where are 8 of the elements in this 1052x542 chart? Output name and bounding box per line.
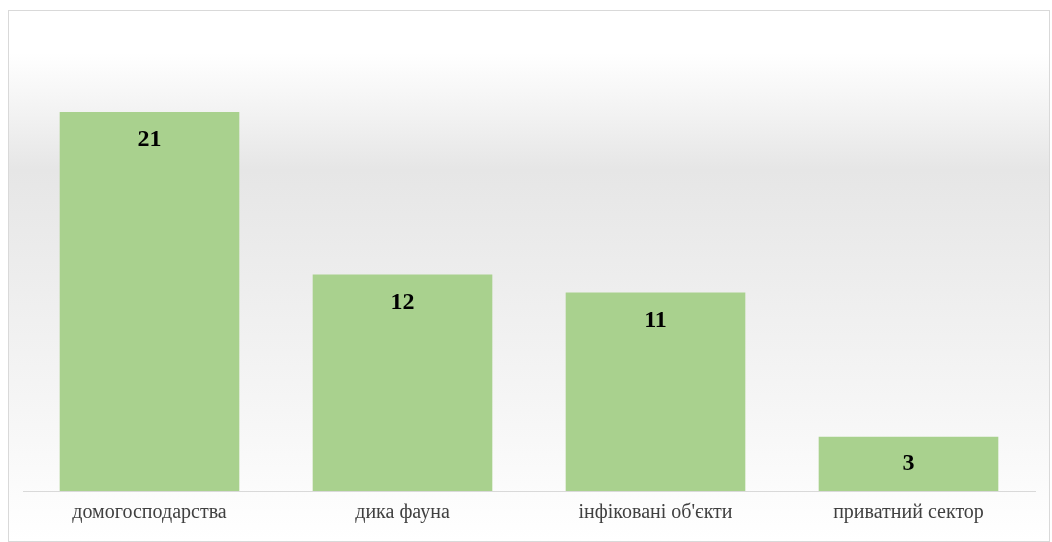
data-label: 21: [137, 125, 162, 152]
x-tick-label: домогосподарства: [72, 500, 227, 524]
data-label: 3: [902, 449, 915, 476]
x-tick-label: дика фауна: [355, 500, 450, 524]
x-tick-label: інфіковані об'єкти: [578, 500, 733, 524]
data-label: 11: [644, 305, 667, 332]
x-tick-label: приватний сектор: [833, 500, 984, 524]
data-label: 12: [390, 287, 415, 314]
